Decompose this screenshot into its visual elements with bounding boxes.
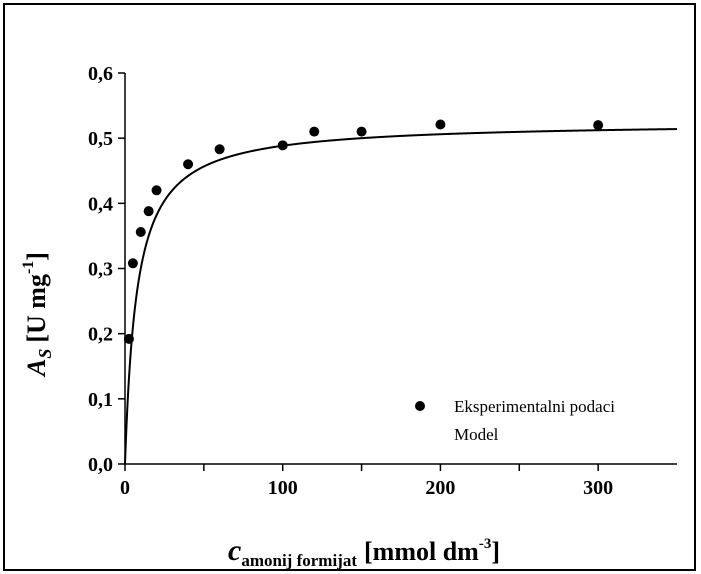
figure-frame bbox=[3, 3, 696, 571]
legend-marker-points bbox=[415, 401, 425, 411]
data-point bbox=[435, 119, 446, 130]
data-point bbox=[135, 227, 146, 238]
data-points bbox=[123, 119, 604, 344]
x-axis-label: camonij formijat [mmol dm-3] bbox=[228, 534, 500, 570]
y-axis-label: AS[U mg-1] bbox=[20, 252, 55, 378]
data-point bbox=[127, 258, 138, 269]
y-tick-label: 0,6 bbox=[88, 63, 113, 85]
y-tick-label: 0,3 bbox=[88, 259, 113, 281]
data-point bbox=[593, 120, 604, 131]
data-point bbox=[214, 144, 225, 155]
x-tick-label: 0 bbox=[120, 477, 130, 499]
axis-ticks: 0,0 0,1 0,2 0,3 0,4 0,5 0,6 0 100 200 300 bbox=[88, 63, 613, 499]
y-tick-label: 0,5 bbox=[88, 128, 113, 150]
y-tick-label: 0,4 bbox=[88, 193, 113, 215]
data-point bbox=[143, 206, 154, 217]
data-point bbox=[356, 126, 367, 137]
x-tick-label: 300 bbox=[583, 477, 613, 499]
data-point bbox=[309, 126, 320, 137]
x-tick-label: 200 bbox=[425, 477, 455, 499]
y-tick-label: 0,2 bbox=[88, 324, 113, 346]
legend-label-points: Eksperimentalni podaci bbox=[454, 397, 615, 416]
legend: Eksperimentalni podaci Model bbox=[415, 397, 615, 444]
data-point bbox=[151, 185, 162, 196]
model-curve bbox=[124, 128, 678, 465]
x-tick-label: 100 bbox=[268, 477, 298, 499]
data-point bbox=[183, 159, 194, 170]
y-tick-label: 0,1 bbox=[88, 389, 113, 411]
y-tick-label: 0,0 bbox=[88, 454, 113, 476]
legend-label-model: Model bbox=[454, 425, 499, 444]
